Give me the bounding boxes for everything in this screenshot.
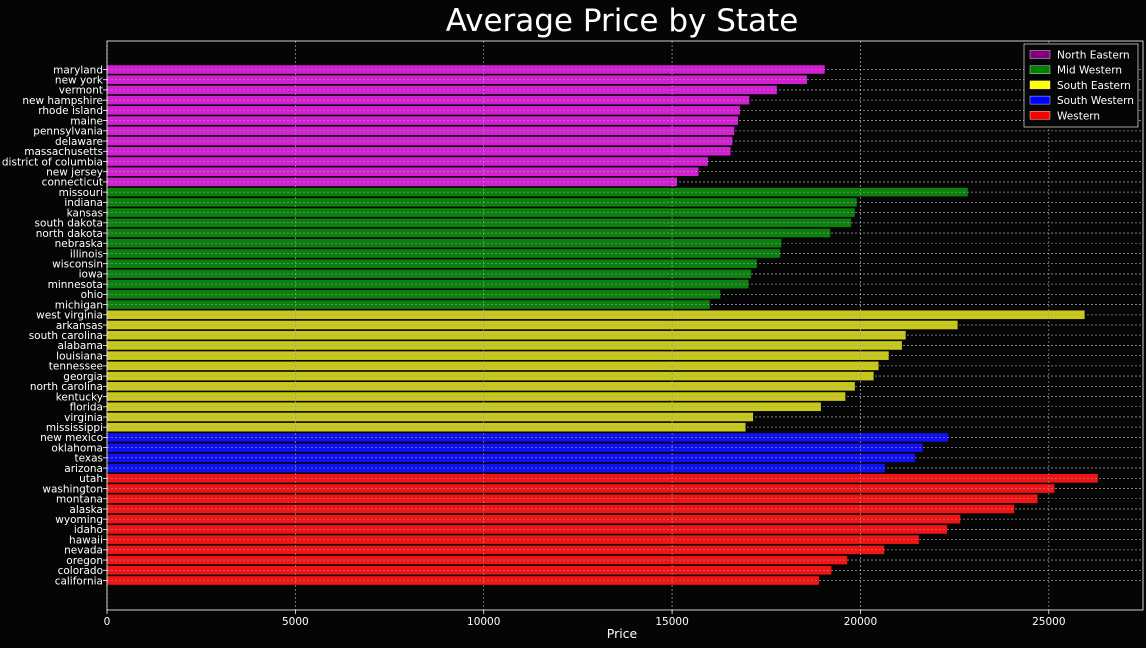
legend: North Eastern Mid Western South Eastern Sou… xyxy=(1023,43,1139,128)
x-tick-label: 15000 xyxy=(655,616,688,628)
y-tick-label: south carolina xyxy=(29,330,103,342)
legend-swatch xyxy=(1029,65,1051,74)
y-tick-label: south dakota xyxy=(35,218,103,230)
x-tick-label: 5000 xyxy=(282,616,309,628)
chart-title: Average Price by State xyxy=(446,3,799,39)
y-tick-label: alabama xyxy=(57,340,103,352)
y-tick-label: delaware xyxy=(55,136,103,148)
bar-mississippi xyxy=(107,422,746,432)
legend-label: South Western xyxy=(1057,95,1134,107)
y-tick-label: nebraska xyxy=(55,238,103,250)
bar-virginia xyxy=(107,412,754,422)
bar-new-jersey xyxy=(107,167,699,176)
y-tick-label: ohio xyxy=(81,289,103,301)
y-tick-label: north dakota xyxy=(36,228,103,240)
y-tick-label: illinois xyxy=(70,248,103,260)
y-tick-label: mississippi xyxy=(46,422,103,434)
bar-south-carolina xyxy=(107,330,906,340)
y-tick-label: kansas xyxy=(67,207,103,219)
bar-louisiana xyxy=(107,351,889,360)
y-tick-label: new mexico xyxy=(40,432,103,444)
bar-maryland xyxy=(107,65,825,74)
y-tick-label: wyoming xyxy=(55,514,103,526)
y-tick-label: colorado xyxy=(58,565,103,577)
bar-indiana xyxy=(107,198,857,207)
y-tick-label: oklahoma xyxy=(51,442,103,454)
legend-label: Mid Western xyxy=(1057,65,1122,77)
y-tick-label: north carolina xyxy=(30,381,103,393)
y-tick-label: idaho xyxy=(74,524,103,536)
y-tick-label: arkansas xyxy=(56,320,103,332)
bar-iowa xyxy=(107,269,752,279)
bar-georgia xyxy=(107,371,874,381)
bar-colorado xyxy=(107,565,832,575)
y-tick-label: georgia xyxy=(63,371,103,383)
x-tick-label: 20000 xyxy=(844,616,877,628)
y-tick-label: texas xyxy=(74,453,103,465)
y-tick-label: california xyxy=(55,575,103,587)
bar-ohio xyxy=(107,290,721,299)
y-tick-label: louisiana xyxy=(56,350,103,362)
x-tick-label: 10000 xyxy=(467,616,500,628)
y-tick-label: massachusetts xyxy=(24,146,103,158)
bar-missouri xyxy=(107,187,968,197)
y-tick-label: oregon xyxy=(66,555,103,567)
x-axis: 0 5000 10000 15000 20000 25000 xyxy=(104,610,1066,628)
plot-frame xyxy=(106,40,1144,611)
y-tick-label: vermont xyxy=(59,85,103,97)
y-tick-label: minnesota xyxy=(48,279,103,291)
y-tick-label: tennessee xyxy=(49,361,103,373)
y-tick-label: new york xyxy=(55,75,104,87)
y-tick-label: west virginia xyxy=(36,310,103,322)
bar-vermont xyxy=(107,85,777,95)
x-tick-label: 25000 xyxy=(1032,616,1065,628)
y-tick-label: wisconsin xyxy=(52,258,103,270)
bar-oregon xyxy=(107,555,848,565)
x-axis-label: Price xyxy=(607,626,638,641)
y-tick-label: pennsylvania xyxy=(33,126,103,138)
legend-label: South Eastern xyxy=(1057,80,1131,92)
y-tick-label: new jersey xyxy=(46,167,103,179)
y-tick-label: indiana xyxy=(64,197,103,209)
legend-swatch xyxy=(1029,111,1051,120)
y-tick-label: connecticut xyxy=(42,177,103,189)
y-tick-label: arizona xyxy=(64,463,103,475)
legend-label: North Eastern xyxy=(1057,50,1130,62)
y-tick-label: new hampshire xyxy=(22,95,103,107)
bar-oklahoma xyxy=(107,443,923,452)
y-tick-label: iowa xyxy=(79,269,103,281)
y-tick-label: kentucky xyxy=(56,391,103,403)
bar-utah xyxy=(107,474,1098,483)
y-tick-label: hawaii xyxy=(69,534,103,546)
y-tick-label: washington xyxy=(42,483,103,495)
y-tick-label: montana xyxy=(56,494,103,506)
bar-maine xyxy=(107,116,739,125)
y-tick-label: missouri xyxy=(59,187,103,199)
legend-swatch xyxy=(1029,80,1051,90)
bar-massachusetts xyxy=(107,146,731,156)
y-tick-label: florida xyxy=(70,402,103,414)
y-tick-label: virginia xyxy=(64,412,103,424)
x-tick-label: 0 xyxy=(104,616,111,628)
bar-wyoming xyxy=(107,514,961,524)
y-tick-label: alaska xyxy=(69,504,103,516)
y-tick-label: rhode island xyxy=(38,105,103,117)
gridlines-overlay xyxy=(106,41,1143,610)
y-tick-label: maryland xyxy=(53,64,103,76)
legend-label: Western xyxy=(1057,110,1100,122)
y-tick-label: nevada xyxy=(64,545,103,557)
legend-swatch xyxy=(1029,95,1051,105)
y-tick-label: maine xyxy=(70,115,103,127)
y-tick-label: utah xyxy=(79,473,103,485)
y-tick-label: michigan xyxy=(55,299,103,311)
legend-swatch xyxy=(1029,50,1051,59)
y-tick-label: district of columbia xyxy=(2,156,103,168)
